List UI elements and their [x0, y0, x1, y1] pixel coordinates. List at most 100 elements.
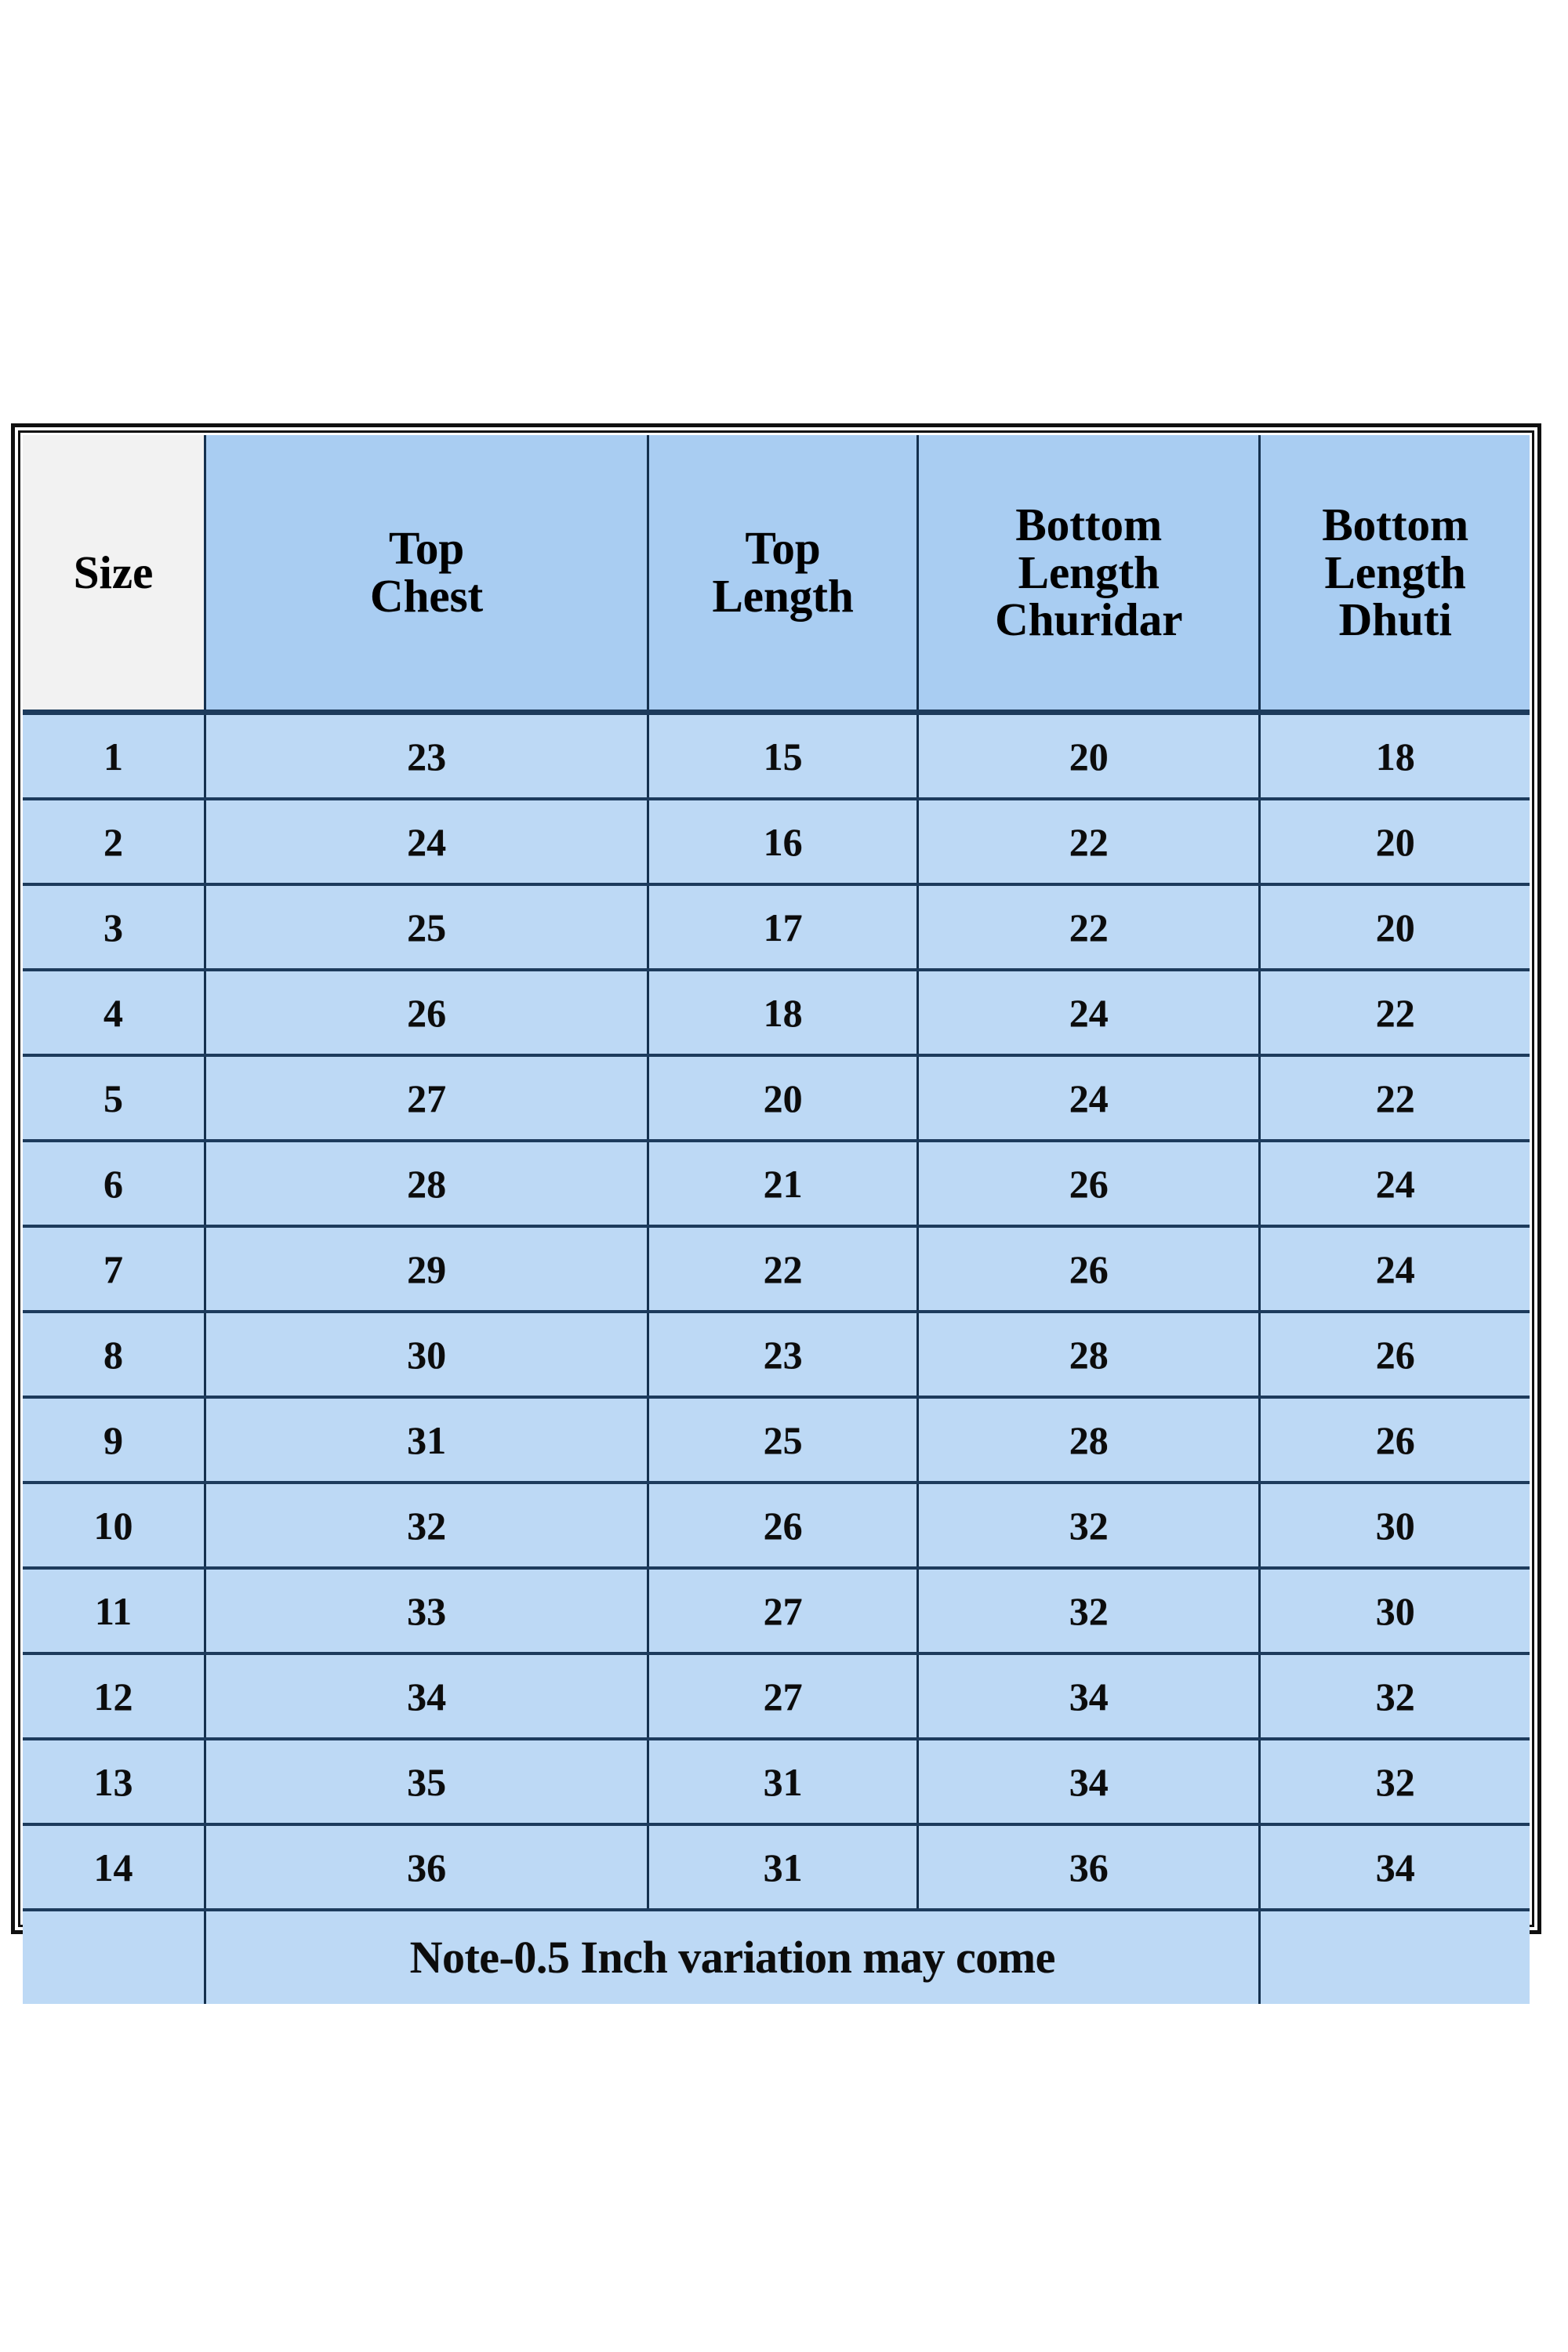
table-row: 4 26 18 24 22 — [23, 968, 1530, 1055]
cell-bottom-length-churidar: 26 — [916, 1139, 1261, 1226]
cell-bottom-length-churidar: 22 — [916, 797, 1261, 884]
cell-size: 11 — [23, 1566, 207, 1653]
cell-top-chest: 35 — [204, 1737, 650, 1824]
cell-top-length: 27 — [647, 1566, 920, 1653]
cell-bottom-length-dhuti: 26 — [1258, 1396, 1530, 1483]
header-line: Dhuti — [1338, 593, 1452, 646]
cell-top-chest: 36 — [204, 1823, 650, 1910]
cell-top-chest: 30 — [204, 1310, 650, 1397]
cell-top-chest: 25 — [204, 883, 650, 970]
cell-bottom-length-churidar: 24 — [916, 968, 1261, 1055]
cell-bottom-length-dhuti: 34 — [1258, 1823, 1530, 1910]
header-line: Bottom — [1322, 498, 1469, 550]
size-chart-inner-frame: Size Top Chest Top Length Bottom Lengt — [18, 430, 1534, 2004]
note-row-dhuti-spacer — [1258, 1908, 1530, 2004]
cell-bottom-length-churidar: 34 — [916, 1737, 1261, 1824]
note-row-size-spacer — [23, 1908, 207, 2004]
cell-bottom-length-dhuti: 26 — [1258, 1310, 1530, 1397]
cell-bottom-length-churidar: 34 — [916, 1652, 1261, 1739]
header-line: Top — [745, 522, 821, 575]
table-row: 5 27 20 24 22 — [23, 1054, 1530, 1141]
table-note-row: Note-0.5 Inch variation may come — [23, 1908, 1530, 2004]
table-row: 9 31 25 28 26 — [23, 1396, 1530, 1483]
cell-size: 9 — [23, 1396, 207, 1483]
cell-bottom-length-dhuti: 20 — [1258, 797, 1530, 884]
table-body: 1 23 15 20 18 2 24 16 22 20 3 — [23, 712, 1530, 2004]
cell-top-length: 22 — [647, 1225, 920, 1312]
cell-bottom-length-churidar: 20 — [916, 712, 1261, 799]
cell-top-chest: 28 — [204, 1139, 650, 1226]
size-chart-outer-frame: Size Top Chest Top Length Bottom Lengt — [11, 423, 1541, 2004]
table-header: Size Top Chest Top Length Bottom Lengt — [23, 435, 1530, 715]
cell-size: 6 — [23, 1139, 207, 1226]
cell-top-chest: 31 — [204, 1396, 650, 1483]
table-row: 11 33 27 32 30 — [23, 1566, 1530, 1653]
cell-top-chest: 24 — [204, 797, 650, 884]
column-header-top-chest: Top Chest — [204, 435, 650, 715]
cell-bottom-length-churidar: 36 — [916, 1823, 1261, 1910]
size-chart-table: Size Top Chest Top Length Bottom Lengt — [23, 435, 1530, 2004]
header-line: Length — [712, 570, 854, 622]
cell-size: 10 — [23, 1481, 207, 1568]
table-row: 10 32 26 32 30 — [23, 1481, 1530, 1568]
cell-bottom-length-churidar: 22 — [916, 883, 1261, 970]
cell-top-length: 18 — [647, 968, 920, 1055]
cell-bottom-length-churidar: 26 — [916, 1225, 1261, 1312]
cell-top-length: 23 — [647, 1310, 920, 1397]
header-line: Churidar — [995, 593, 1183, 646]
cell-top-length: 15 — [647, 712, 920, 799]
cell-top-length: 17 — [647, 883, 920, 970]
table-row: 13 35 31 34 32 — [23, 1737, 1530, 1824]
cell-top-length: 16 — [647, 797, 920, 884]
header-row: Size Top Chest Top Length Bottom Lengt — [23, 435, 1530, 715]
cell-size: 12 — [23, 1652, 207, 1739]
cell-top-length: 27 — [647, 1652, 920, 1739]
table-row: 7 29 22 26 24 — [23, 1225, 1530, 1312]
cell-bottom-length-dhuti: 30 — [1258, 1566, 1530, 1653]
cell-bottom-length-churidar: 28 — [916, 1396, 1261, 1483]
table-row: 1 23 15 20 18 — [23, 712, 1530, 799]
cell-top-length: 31 — [647, 1823, 920, 1910]
cell-size: 2 — [23, 797, 207, 884]
cell-bottom-length-churidar: 24 — [916, 1054, 1261, 1141]
cell-size: 13 — [23, 1737, 207, 1824]
header-line: Bottom — [1015, 498, 1163, 550]
cell-bottom-length-dhuti: 24 — [1258, 1139, 1530, 1226]
table-row: 2 24 16 22 20 — [23, 797, 1530, 884]
cell-top-length: 20 — [647, 1054, 920, 1141]
table-row: 8 30 23 28 26 — [23, 1310, 1530, 1397]
cell-bottom-length-churidar: 28 — [916, 1310, 1261, 1397]
cell-size: 5 — [23, 1054, 207, 1141]
cell-top-chest: 32 — [204, 1481, 650, 1568]
table-row: 3 25 17 22 20 — [23, 883, 1530, 970]
note-text: Note-0.5 Inch variation may come — [204, 1908, 1261, 2004]
column-header-top-length: Top Length — [647, 435, 920, 715]
cell-top-chest: 26 — [204, 968, 650, 1055]
header-line: Size — [73, 546, 154, 598]
cell-size: 1 — [23, 712, 207, 799]
header-line: Length — [1018, 546, 1160, 598]
column-header-bottom-length-churidar: Bottom Length Churidar — [916, 435, 1261, 715]
cell-top-length: 25 — [647, 1396, 920, 1483]
cell-bottom-length-dhuti: 30 — [1258, 1481, 1530, 1568]
table-row: 6 28 21 26 24 — [23, 1139, 1530, 1226]
cell-size: 7 — [23, 1225, 207, 1312]
cell-top-length: 31 — [647, 1737, 920, 1824]
cell-top-chest: 29 — [204, 1225, 650, 1312]
cell-top-length: 26 — [647, 1481, 920, 1568]
header-line: Chest — [369, 570, 484, 622]
cell-size: 3 — [23, 883, 207, 970]
cell-bottom-length-dhuti: 32 — [1258, 1652, 1530, 1739]
cell-bottom-length-churidar: 32 — [916, 1566, 1261, 1653]
column-header-bottom-length-dhuti: Bottom Length Dhuti — [1258, 435, 1530, 715]
cell-size: 8 — [23, 1310, 207, 1397]
cell-bottom-length-dhuti: 18 — [1258, 712, 1530, 799]
header-line: Length — [1324, 546, 1466, 598]
cell-size: 4 — [23, 968, 207, 1055]
cell-bottom-length-churidar: 32 — [916, 1481, 1261, 1568]
cell-bottom-length-dhuti: 22 — [1258, 1054, 1530, 1141]
cell-top-chest: 33 — [204, 1566, 650, 1653]
table-row: 14 36 31 36 34 — [23, 1823, 1530, 1910]
header-line: Top — [388, 522, 465, 575]
